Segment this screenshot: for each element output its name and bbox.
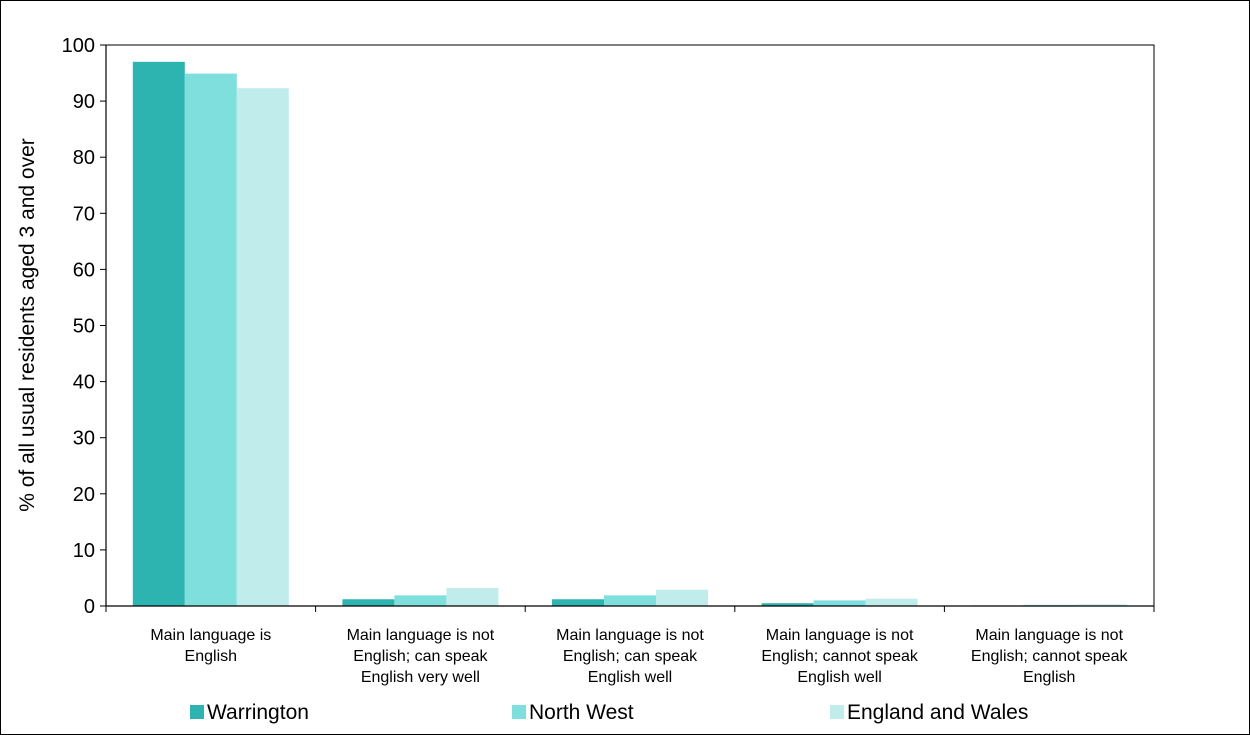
x-category-label-line: Main language is xyxy=(150,627,271,644)
bar-north-west-1 xyxy=(394,595,447,606)
bar-england-and-wales-1 xyxy=(446,588,499,606)
x-category-label-line: English; cannot speak xyxy=(761,648,919,665)
legend-label: England and Wales xyxy=(847,701,1028,724)
x-category-label-line: Main language is not xyxy=(766,627,914,644)
legend-label: Warrington xyxy=(207,701,309,724)
legend: Warrington North West England and Wales xyxy=(190,701,1028,724)
bar-north-west-0 xyxy=(184,73,237,606)
bar-north-west-3 xyxy=(813,600,866,606)
bar-warrington-1 xyxy=(342,599,395,606)
y-tick-label: 20 xyxy=(73,484,95,506)
bars-group xyxy=(132,61,1128,606)
x-category-label: Main language is not English; can speak En… xyxy=(556,627,704,686)
legend-swatch xyxy=(512,705,526,719)
x-category-label-line: English xyxy=(1023,669,1075,686)
y-tick-label: 50 xyxy=(73,316,95,338)
y-tick-label: 40 xyxy=(73,372,95,394)
x-category-label-line: Main language is not xyxy=(975,627,1123,644)
x-category-label-line: English well xyxy=(797,669,881,686)
y-tick-label: 10 xyxy=(73,540,95,562)
bar-england-and-wales-4 xyxy=(1075,604,1128,606)
y-tick-label: 30 xyxy=(73,428,95,450)
x-category-label-line: Main language is not xyxy=(556,627,704,644)
y-tick-label: 0 xyxy=(84,596,95,618)
x-category-label-line: Main language is not xyxy=(347,627,495,644)
x-category-label: Main language is not English; cannot spea… xyxy=(761,627,919,686)
x-category-label: Main language is not English; cannot spea… xyxy=(971,627,1129,686)
y-tick-label: 100 xyxy=(62,35,95,57)
x-category-label-line: English xyxy=(185,648,237,665)
bar-england-and-wales-0 xyxy=(236,88,289,606)
bar-warrington-0 xyxy=(132,61,185,606)
legend-label: North West xyxy=(529,701,634,724)
legend-swatch xyxy=(190,705,204,719)
x-category-label-line: English very well xyxy=(361,669,480,686)
x-category-label-line: English; can speak xyxy=(353,648,488,665)
x-category-label-line: English; can speak xyxy=(563,648,698,665)
y-tick-label: 70 xyxy=(73,203,95,225)
bar-warrington-2 xyxy=(552,599,604,606)
y-tick-label: 60 xyxy=(73,259,95,281)
x-category-label: Main language is not English; can speak En… xyxy=(347,627,495,686)
y-axis-title: % of all usual residents aged 3 and over xyxy=(16,138,39,512)
x-category-label-line: English well xyxy=(588,669,672,686)
bar-north-west-2 xyxy=(604,595,656,606)
bar-warrington-3 xyxy=(761,603,814,606)
bar-england-and-wales-2 xyxy=(656,589,708,606)
x-category-label: Main language is English xyxy=(150,627,271,665)
legend-swatch xyxy=(830,705,844,719)
y-tick-label: 80 xyxy=(73,147,95,169)
y-ticks-group: 0 10 20 30 40 50 60 70 80 90 100 xyxy=(62,35,106,618)
bar-england-and-wales-3 xyxy=(865,598,918,606)
y-tick-label: 90 xyxy=(73,91,95,113)
x-category-label-line: English; cannot speak xyxy=(971,648,1129,665)
